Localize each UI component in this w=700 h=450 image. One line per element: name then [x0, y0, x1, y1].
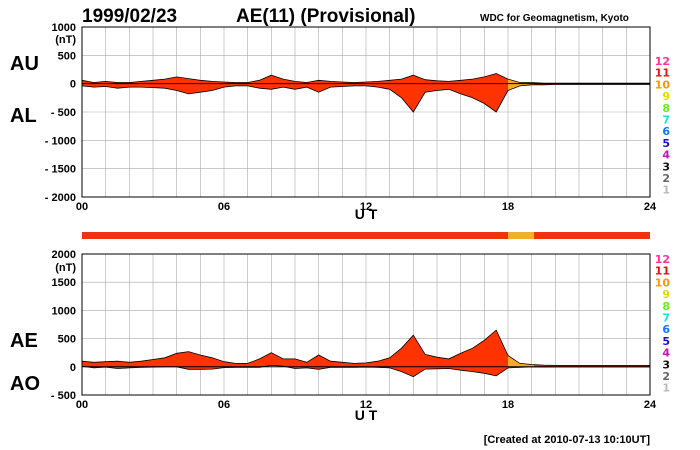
- legend-station-4: 4: [662, 149, 670, 162]
- y-tick-label: - 1500: [45, 164, 76, 176]
- y-tick-label: 0: [70, 79, 76, 91]
- x-axis-label: U T: [355, 407, 378, 423]
- legend-station-7: 7: [662, 312, 670, 325]
- legend-station-9: 9: [662, 288, 670, 301]
- legend-station-10: 10: [655, 78, 671, 91]
- legend-station-3: 3: [662, 160, 670, 173]
- y-tick-label: 1500: [52, 277, 76, 289]
- x-tick-label: 12: [360, 201, 372, 213]
- created-timestamp: [Created at 2010-07-13 10:10UT]: [484, 434, 651, 446]
- series-line-al: [81, 84, 650, 113]
- y-tick-label: 0: [70, 362, 76, 374]
- legend-station-5: 5: [662, 335, 670, 348]
- plot-frame: [81, 253, 651, 396]
- legend-station-7: 7: [662, 114, 670, 127]
- status-segment: [82, 232, 508, 239]
- unit-label: (nT): [55, 262, 76, 274]
- x-axis-label: U T: [355, 206, 378, 222]
- x-tick-label: 18: [502, 399, 514, 411]
- plot-source: WDC for Geomagnetism, Kyoto: [480, 13, 629, 24]
- y-tick-label: - 1000: [45, 135, 76, 147]
- label-upper: AE: [10, 330, 38, 352]
- y-tick-label: 1000: [52, 305, 76, 317]
- y-tick-label: - 500: [51, 107, 76, 119]
- x-tick-label: 06: [218, 201, 230, 213]
- unit-label: (nT): [55, 34, 76, 46]
- legend-station-10: 10: [655, 276, 671, 289]
- label-lower: AL: [10, 105, 37, 127]
- legend-station-8: 8: [662, 102, 670, 115]
- series-line-ae: [81, 329, 650, 366]
- label-upper: AU: [10, 53, 39, 75]
- series-fill-highlight: [508, 355, 535, 368]
- legend-station-8: 8: [662, 300, 670, 313]
- x-tick-label: 24: [644, 399, 657, 411]
- panel-au-al: AU AL (nT) U T 1000 500 0 - 500 - 1000 - 1500…: [10, 22, 657, 222]
- y-tick-label: - 2000: [45, 192, 76, 204]
- x-tick-label: 00: [76, 201, 88, 213]
- legend-station-11: 11: [655, 265, 670, 278]
- legend-station-11: 11: [655, 67, 670, 80]
- y-tick-label: - 500: [51, 390, 76, 402]
- x-tick-label: 12: [360, 399, 372, 411]
- x-tick-label: 06: [218, 399, 230, 411]
- plot-frame: [81, 26, 651, 198]
- legend-station-1: 1: [662, 382, 670, 395]
- plot-date: 1999/02/23: [82, 6, 177, 27]
- status-segment: [508, 232, 535, 239]
- legend-station-9: 9: [662, 90, 670, 103]
- legend-station-1: 1: [662, 184, 670, 197]
- x-tick-label: 18: [502, 201, 514, 213]
- legend-station-12: 12: [655, 55, 670, 68]
- status-segment: [534, 232, 650, 239]
- y-tick-label: 1000: [52, 22, 76, 34]
- legend-station-6: 6: [662, 323, 670, 336]
- x-tick-label: 00: [76, 399, 88, 411]
- legend-station-2: 2: [662, 370, 670, 383]
- y-tick-label: 2000: [52, 249, 76, 261]
- legend-station-12: 12: [655, 253, 670, 266]
- legend-station-5: 5: [662, 137, 670, 150]
- legend-station-4: 4: [662, 347, 670, 360]
- legend-station-2: 2: [662, 172, 670, 185]
- legend-station-6: 6: [662, 125, 670, 138]
- data-status-bar: [82, 232, 650, 239]
- series-line-ao: [81, 364, 650, 378]
- x-tick-label: 24: [644, 201, 657, 213]
- legend-station-3: 3: [662, 358, 670, 371]
- y-tick-label: 500: [58, 50, 76, 62]
- y-tick-label: 500: [58, 334, 76, 346]
- series-line-au: [81, 73, 650, 84]
- label-lower: AO: [10, 373, 40, 395]
- plot-title: AE(11) (Provisional): [236, 6, 416, 27]
